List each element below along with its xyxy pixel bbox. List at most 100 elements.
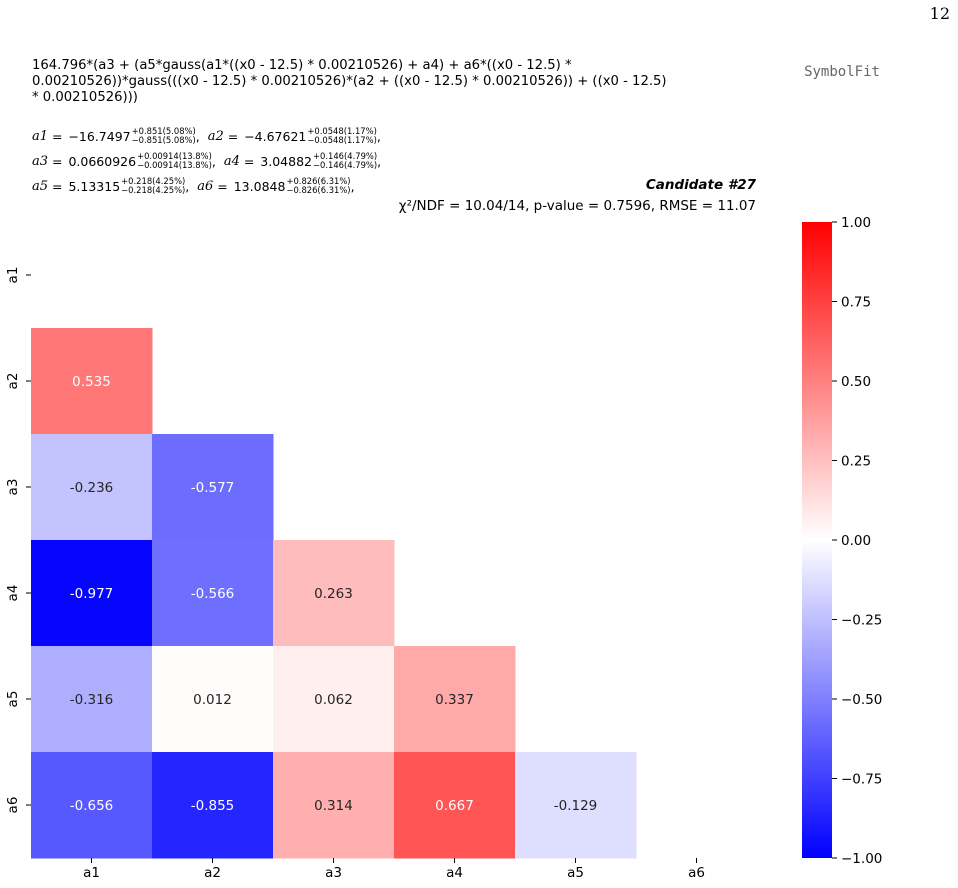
param-value: −16.7497: [68, 129, 131, 144]
x-tick-label: a2: [204, 865, 221, 881]
param-a4: a4 = 3.04882 +0.146(4.79%) −0.146(4.79%)…: [223, 150, 382, 170]
colorbar-tick-label: 0.50: [841, 374, 871, 390]
param-error-plus: +0.851(5.08%): [131, 125, 196, 136]
param-name: a5: [32, 179, 49, 194]
heatmap-cell: [31, 434, 153, 541]
colorbar-tick-label: 1.00: [841, 215, 871, 231]
heatmap-cell: [31, 540, 153, 647]
x-tick-label: a4: [446, 865, 463, 881]
param-separator: ,: [195, 129, 200, 144]
y-axis: a1 a2 a3 a4 a5 a6: [5, 267, 31, 814]
colorbar-tick-label: −0.50: [841, 692, 882, 708]
cell-value-label: -0.977: [70, 586, 114, 602]
param-value: 13.0848: [233, 179, 286, 194]
colorbar-axis: 1.00 0.75 0.50 0.25 0.00 −0.25 −0.50 −0.75 −1.00: [832, 215, 882, 867]
param-row: a5 = 5.13315 +0.218(4.25%) −0.218(4.25%)…: [32, 174, 389, 199]
cell-value-label: 0.535: [72, 374, 111, 390]
param-separator: ,: [377, 154, 382, 169]
param-a2: a2 = −4.67621 +0.0548(1.17%) −0.0548(1.1…: [207, 125, 381, 145]
param-error-minus: −0.851(5.08%): [131, 134, 196, 145]
param-error-minus: −0.826(6.31%): [286, 184, 351, 195]
param-error: +0.0548(1.17%) −0.0548(1.17%): [307, 125, 377, 145]
param-value: 3.04882: [260, 154, 312, 169]
fit-statistics: χ²/NDF = 10.04/14, p-value = 0.7596, RMS…: [398, 198, 756, 214]
heatmap-cell: [152, 434, 274, 541]
param-error: +0.826(6.31%) −0.826(6.31%): [286, 175, 351, 195]
colorbar-tick-label: −1.00: [841, 851, 882, 867]
x-tick-label: a3: [325, 865, 342, 881]
heatmap-cell: [515, 752, 637, 859]
x-tick-label: a6: [688, 865, 705, 881]
param-error-plus: +0.826(6.31%): [286, 175, 351, 186]
heatmap-cell: [31, 752, 153, 859]
param-error-plus: +0.0548(1.17%): [307, 125, 377, 136]
cell-value-label: -0.129: [554, 798, 598, 814]
param-name: a2: [207, 129, 224, 144]
param-error: +0.218(4.25%) −0.218(4.25%): [121, 175, 186, 195]
page-number: 12: [929, 4, 950, 23]
heatmap-cell: [273, 540, 395, 647]
param-error: +0.851(5.08%) −0.851(5.08%): [131, 125, 196, 145]
heatmap-cell: [152, 752, 274, 859]
cell-value-label: -0.566: [191, 586, 235, 602]
x-axis: a1 a2 a3 a4 a5 a6: [83, 858, 705, 881]
colorbar: [802, 222, 832, 858]
param-error-minus: −0.146(4.79%): [313, 159, 378, 170]
heatmap-cell: [273, 752, 395, 859]
param-name: a1: [32, 129, 49, 144]
y-tick-label: a1: [5, 267, 21, 284]
param-a1: a1 = −16.7497 +0.851(5.08%) −0.851(5.08%…: [32, 125, 200, 145]
y-tick-label: a5: [5, 691, 21, 708]
param-error: +0.00914(13.8%) −0.00914(13.8%): [137, 150, 212, 170]
heatmap-cell: [394, 752, 516, 859]
param-a6: a6 = 13.0848 +0.826(6.31%) −0.826(6.31%)…: [197, 175, 355, 195]
param-value: −4.67621: [244, 129, 307, 144]
cell-value-label: 0.314: [314, 798, 353, 814]
heatmap-cell: [152, 646, 274, 753]
colorbar-tick-label: −0.75: [841, 772, 882, 788]
cell-value-label: -0.577: [191, 480, 235, 496]
param-a5: a5 = 5.13315 +0.218(4.25%) −0.218(4.25%)…: [32, 175, 190, 195]
param-value: 0.0660926: [68, 154, 137, 169]
cell-value-label: 0.263: [314, 586, 353, 602]
fit-formula: 164.796*(a3 + (a5*gauss(a1*((x0 - 12.5) …: [32, 58, 667, 105]
y-tick-label: a3: [5, 479, 21, 496]
param-error-plus: +0.146(4.79%): [313, 150, 378, 161]
x-tick-label: a5: [567, 865, 584, 881]
param-separator: ,: [376, 129, 381, 144]
heatmap-cell: [273, 646, 395, 753]
param-error: +0.146(4.79%) −0.146(4.79%): [313, 150, 378, 170]
param-separator: ,: [211, 154, 216, 169]
cell-value-label: -0.855: [191, 798, 235, 814]
param-error-minus: −0.0548(1.17%): [307, 134, 377, 145]
cell-value-label: -0.236: [70, 480, 114, 496]
cell-value-label: -0.656: [70, 798, 114, 814]
cell-value-label: 0.012: [193, 692, 232, 708]
param-separator: ,: [350, 179, 355, 194]
heatmap-cell: [152, 540, 274, 647]
param-row: a1 = −16.7497 +0.851(5.08%) −0.851(5.08%…: [32, 124, 389, 149]
heatmap-cell: [394, 646, 516, 753]
param-error-minus: −0.218(4.25%): [121, 184, 186, 195]
param-separator: ,: [185, 179, 190, 194]
heatmap-cell: [31, 646, 153, 753]
param-error-plus: +0.00914(13.8%): [137, 150, 212, 161]
y-tick-label: a6: [5, 797, 21, 814]
colorbar-tick-label: 0.25: [841, 454, 871, 470]
heatmap-cells: 0.535 -0.236 -0.577 -0.977 -0.566 0.263 -0.316…: [31, 328, 637, 859]
heatmap-cell: [31, 328, 153, 435]
cell-value-label: -0.316: [70, 692, 114, 708]
param-value: 5.13315: [68, 179, 121, 194]
param-error-minus: −0.00914(13.8%): [137, 159, 212, 170]
y-tick-label: a4: [5, 585, 21, 602]
param-name: a6: [197, 179, 214, 194]
cell-value-label: 0.062: [314, 692, 353, 708]
param-row: a3 = 0.0660926 +0.00914(13.8%) −0.00914(…: [32, 149, 389, 174]
cell-value-label: 0.667: [435, 798, 474, 814]
x-tick-label: a1: [83, 865, 100, 881]
candidate-label: Candidate #27: [645, 177, 756, 193]
cell-value-label: 0.337: [435, 692, 474, 708]
param-error-plus: +0.218(4.25%): [121, 175, 186, 186]
colorbar-tick-label: 0.00: [841, 533, 871, 549]
